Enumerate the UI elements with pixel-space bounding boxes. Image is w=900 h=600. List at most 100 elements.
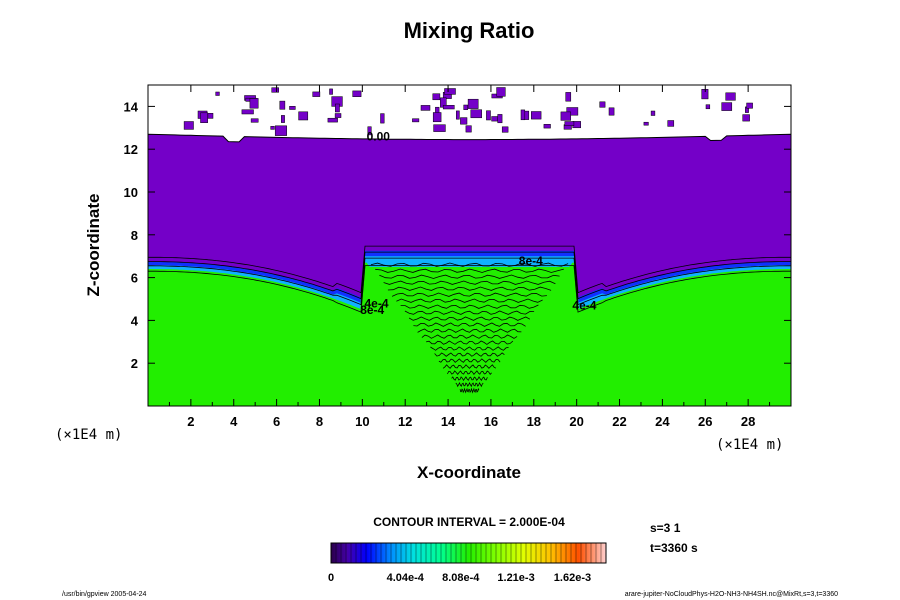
speckle	[432, 93, 441, 101]
speckle	[650, 110, 656, 116]
speckle	[463, 104, 468, 110]
speckle	[531, 111, 542, 120]
cloud-contour	[413, 322, 526, 327]
speckle	[432, 112, 442, 123]
contour-label: 0.00	[367, 130, 391, 144]
speckle	[667, 120, 675, 127]
cloud-contour	[408, 316, 531, 321]
speckle	[705, 104, 711, 110]
speckle	[566, 107, 579, 116]
cloud-contour	[455, 381, 484, 388]
speckle	[249, 98, 259, 109]
contour-lines	[148, 245, 791, 394]
cloud-contour	[434, 352, 505, 357]
speckle	[465, 125, 472, 133]
cloud-contour	[426, 340, 514, 345]
speckle	[279, 100, 286, 110]
x-tick-label: 20	[569, 414, 583, 429]
speckle	[250, 118, 259, 123]
x-tick-label: 22	[612, 414, 626, 429]
x-units-left: (×1E4 m)	[55, 427, 122, 443]
colorbar-tick-label: 8.08e-4	[442, 572, 480, 584]
speckle	[486, 110, 491, 121]
interface-contour	[148, 265, 791, 313]
cloud-contour	[391, 292, 547, 297]
colorbar-ticks: 0 4.04e-4 8.08e-4 1.21e-3 1.62e-3	[328, 572, 591, 584]
speckle	[520, 109, 526, 121]
cloud-contour	[375, 268, 564, 273]
x-tick-label: 12	[398, 414, 412, 429]
speckle	[565, 92, 572, 102]
speckle	[746, 102, 753, 109]
speckle	[501, 126, 509, 133]
speckle	[725, 92, 736, 101]
speckle	[281, 115, 285, 123]
x-tick-label: 26	[698, 414, 712, 429]
speckle	[470, 109, 482, 119]
speckle	[271, 87, 279, 93]
speckle	[599, 101, 606, 108]
colorbar-tick-label: 1.21e-3	[497, 572, 534, 584]
speckle	[207, 113, 214, 119]
speckle	[420, 105, 431, 111]
y-tick-label: 6	[131, 271, 138, 286]
speckle	[298, 111, 309, 121]
cloud-contour	[387, 286, 552, 291]
time-label: t=3360 s	[650, 541, 698, 555]
cloud-contour	[404, 310, 535, 315]
speckle	[456, 110, 460, 120]
x-tick-label: 18	[527, 414, 541, 429]
step-label: s=3 1	[650, 521, 681, 535]
speckle	[564, 121, 575, 126]
y-tick-label: 4	[131, 313, 139, 328]
speckle	[742, 114, 750, 122]
chart-title: Mixing Ratio	[404, 18, 535, 43]
y-tick-label: 12	[124, 142, 138, 157]
colorbar	[330, 542, 607, 564]
speckle	[200, 112, 208, 123]
contour-label: 8e-4	[360, 303, 384, 317]
speckle	[460, 117, 468, 125]
x-tick-label: 14	[441, 414, 456, 429]
cloud-contour	[430, 346, 509, 351]
x-tick-label: 10	[355, 414, 369, 429]
cloud-contour	[451, 376, 488, 382]
speckle	[497, 114, 503, 124]
speckle	[643, 121, 649, 126]
speckle	[289, 106, 296, 110]
y-tick-label: 14	[124, 99, 139, 114]
footer-left: /usr/bin/gpview 2005-04-24	[62, 591, 147, 598]
colorbar-tick-label: 4.04e-4	[387, 572, 425, 584]
speckle	[491, 116, 498, 122]
green-region	[148, 262, 791, 406]
speckle	[274, 125, 287, 136]
cloud-contour	[417, 328, 522, 333]
speckle	[560, 111, 571, 121]
speckle	[215, 91, 220, 96]
speckle	[270, 126, 275, 130]
speckle	[327, 117, 338, 123]
y-tick-label: 10	[124, 185, 138, 200]
speckle	[183, 121, 194, 130]
speckle	[433, 124, 446, 132]
y-axis-ticks: 2 4 6 8 10 12 14	[124, 99, 791, 371]
colorbar-tick-label: 0	[328, 572, 334, 584]
cloud-contour	[421, 334, 518, 339]
contour-label: 4e-4	[572, 299, 596, 313]
speckle	[334, 113, 342, 118]
colorbar-tick-label: 1.62e-3	[554, 572, 591, 584]
cloud-contour	[447, 370, 492, 375]
x-tick-label: 4	[230, 414, 238, 429]
cloud-contour	[442, 364, 497, 369]
speckle	[335, 103, 340, 113]
cloud-contour	[383, 280, 556, 285]
y-axis-label: Z-coordinate	[84, 194, 103, 297]
x-tick-label: 6	[273, 414, 280, 429]
x-axis-ticks: 2 4 6 8 10 12 14 16 18 20 22 24 26 28	[168, 85, 771, 429]
speckle	[543, 124, 551, 129]
cloud-contour	[438, 358, 501, 363]
speckle	[444, 88, 456, 95]
